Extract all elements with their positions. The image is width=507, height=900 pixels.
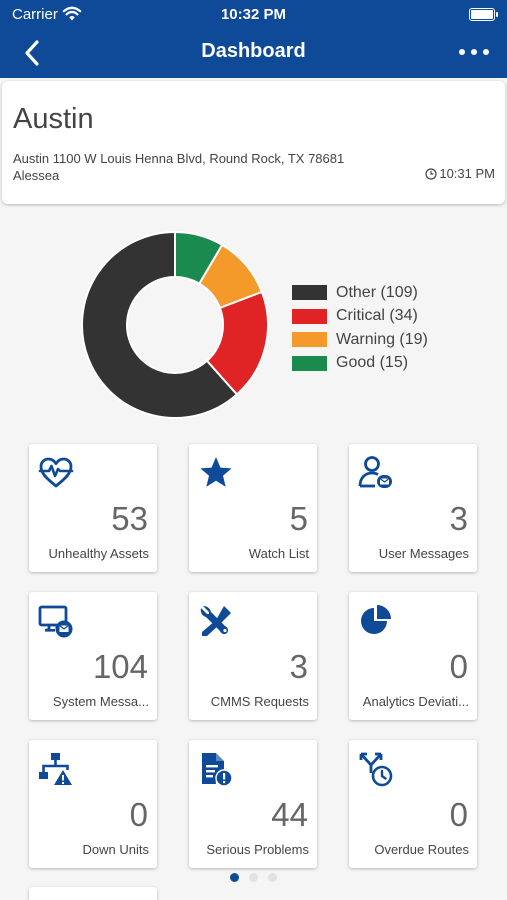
battery-icon <box>469 8 498 21</box>
tile-count: 0 <box>449 796 468 833</box>
tile-user-message[interactable]: 3 User Messages <box>349 444 477 572</box>
tile-heartbeat[interactable]: 53 Unhealthy Assets <box>29 444 157 572</box>
tile-count: 0 <box>449 648 468 685</box>
back-chevron-icon[interactable] <box>18 38 48 68</box>
tile-count: 44 <box>271 796 308 833</box>
chart-legend: Other (109) Critical (34) Warning (19) Good… <box>292 281 428 375</box>
tile-monitor-message[interactable]: 104 System Messa... <box>29 592 157 720</box>
tile-pie-chart[interactable]: 0 Analytics Deviati... <box>349 592 477 720</box>
tile-document-alert[interactable]: 44 Serious Problems <box>189 740 317 868</box>
status-bar: Carrier 10:32 PM <box>0 0 507 28</box>
site-name: Austin <box>13 103 94 135</box>
page-dot[interactable] <box>268 873 277 882</box>
clock-icon <box>425 167 437 180</box>
donut-slice-other[interactable] <box>81 230 239 419</box>
updated-time: 10:31 PM <box>425 166 495 181</box>
tile-label: CMMS Requests <box>210 694 309 709</box>
tile-count: 3 <box>449 500 468 537</box>
tile-label: Down Units <box>82 842 149 857</box>
legend-label: Critical (34) <box>336 307 418 325</box>
legend-item-good: Good (15) <box>292 352 428 376</box>
tile-tools[interactable]: 3 CMMS Requests <box>189 592 317 720</box>
tile-label: Serious Problems <box>206 842 309 857</box>
legend-item-critical: Critical (34) <box>292 305 428 329</box>
tile-star[interactable]: 5 Watch List <box>189 444 317 572</box>
monitor-message-icon <box>38 603 74 639</box>
document-alert-icon <box>198 751 234 787</box>
tile-count: 3 <box>289 648 308 685</box>
tile-label: Analytics Deviati... <box>362 694 469 709</box>
tile-label: Unhealthy Assets <box>48 546 149 561</box>
legend-item-other: Other (109) <box>292 281 428 305</box>
more-icon[interactable] <box>457 42 491 62</box>
updated-time-label: 10:31 PM <box>439 166 495 181</box>
site-card[interactable]: Austin Austin 1100 W Louis Henna Blvd, R… <box>2 81 505 204</box>
carrier-label: Carrier <box>12 6 58 23</box>
route-clock-icon <box>358 751 394 787</box>
legend-swatch <box>292 355 327 371</box>
tile-label: Overdue Routes <box>374 842 469 857</box>
page-dot[interactable] <box>249 873 258 882</box>
page-dot[interactable] <box>230 873 239 882</box>
nav-bar: Dashboard <box>0 28 507 78</box>
legend-swatch <box>292 308 327 324</box>
legend-label: Other (109) <box>336 283 418 301</box>
status-time: 10:32 PM <box>220 6 287 23</box>
wifi-icon <box>62 6 82 21</box>
page-indicator[interactable] <box>0 873 507 882</box>
legend-label: Good (15) <box>336 354 409 372</box>
tile-next-row-peek[interactable] <box>29 887 157 900</box>
user-message-icon <box>358 455 394 491</box>
pie-chart-icon <box>358 603 394 639</box>
status-donut-chart[interactable] <box>80 230 270 420</box>
site-user: Alessea <box>13 168 60 183</box>
network-warning-icon <box>38 751 74 787</box>
tile-count: 5 <box>289 500 308 537</box>
legend-swatch <box>292 332 327 348</box>
legend-item-warning: Warning (19) <box>292 328 428 352</box>
tools-icon <box>198 603 234 639</box>
heartbeat-icon <box>38 455 74 491</box>
legend-label: Warning (19) <box>336 330 428 348</box>
tile-label: Watch List <box>248 546 309 561</box>
tile-route-clock[interactable]: 0 Overdue Routes <box>349 740 477 868</box>
tile-label: System Messa... <box>52 694 149 709</box>
legend-swatch <box>292 285 327 301</box>
tile-count: 0 <box>129 796 148 833</box>
tile-network-warning[interactable]: 0 Down Units <box>29 740 157 868</box>
site-address: Austin 1100 W Louis Henna Blvd, Round Ro… <box>13 151 345 166</box>
tile-label: User Messages <box>378 546 469 561</box>
star-icon <box>198 455 234 491</box>
tile-count: 104 <box>92 648 148 685</box>
tile-count: 53 <box>111 500 148 537</box>
page-title: Dashboard <box>201 40 306 62</box>
